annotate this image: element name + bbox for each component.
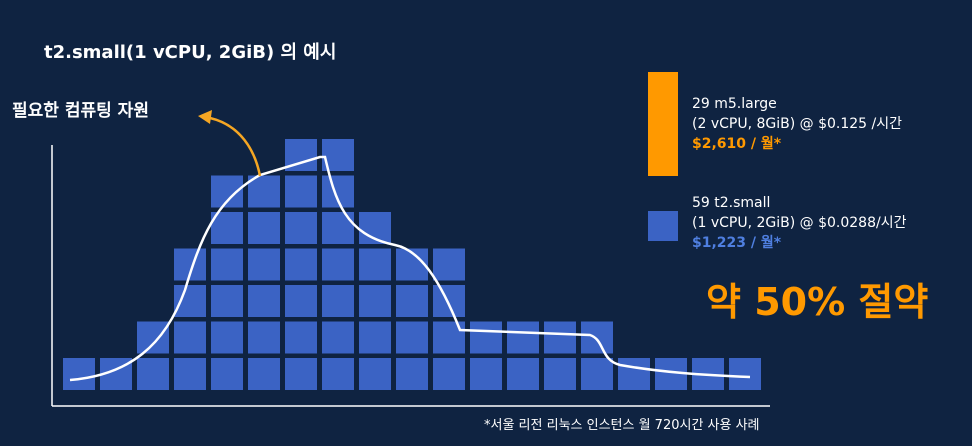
instance-block bbox=[174, 358, 206, 390]
instance-block bbox=[174, 285, 206, 317]
label-arrow bbox=[209, 116, 262, 177]
arrow-head bbox=[198, 110, 212, 124]
instance-block bbox=[470, 321, 502, 354]
legend-line: (1 vCPU, 2GiB) @ $0.0288/시간 bbox=[692, 215, 907, 231]
instance-block bbox=[211, 248, 243, 281]
savings: 약 50% 절약 bbox=[706, 280, 928, 324]
instance-block bbox=[544, 358, 576, 390]
instance-block bbox=[63, 358, 95, 390]
instance-block bbox=[248, 285, 280, 317]
m5-legend-swatch bbox=[648, 72, 678, 176]
instance-block bbox=[211, 212, 243, 244]
instance-block bbox=[433, 285, 465, 317]
instance-block bbox=[618, 358, 650, 390]
legend-line: 59 t2.small bbox=[692, 195, 770, 211]
instance-block bbox=[396, 358, 428, 390]
instance-block bbox=[285, 321, 317, 354]
legend-price: $2,610 / 월* bbox=[692, 135, 782, 152]
instance-block bbox=[322, 248, 354, 281]
instance-block bbox=[137, 358, 169, 390]
legend-line: 29 m5.large bbox=[692, 96, 777, 112]
instance-block bbox=[248, 358, 280, 390]
instance-block bbox=[285, 358, 317, 390]
instance-block bbox=[581, 358, 613, 390]
instance-block bbox=[285, 248, 317, 281]
instance-block bbox=[581, 321, 613, 354]
instance-block bbox=[211, 321, 243, 354]
instance-block bbox=[248, 248, 280, 281]
instance-block bbox=[433, 321, 465, 354]
instance-block bbox=[729, 358, 761, 390]
instance-block bbox=[211, 285, 243, 317]
legend-line: (2 vCPU, 8GiB) @ $0.125 /시간 bbox=[692, 116, 902, 132]
instance-block bbox=[248, 175, 280, 208]
instance-block bbox=[137, 321, 169, 354]
instance-block bbox=[211, 358, 243, 390]
blocks bbox=[63, 139, 761, 390]
instance-block bbox=[359, 248, 391, 281]
instance-block bbox=[359, 285, 391, 317]
instance-block bbox=[322, 212, 354, 244]
instance-block bbox=[285, 285, 317, 317]
instance-block bbox=[470, 358, 502, 390]
instance-block bbox=[285, 212, 317, 244]
instance-block bbox=[544, 321, 576, 354]
instance-block bbox=[507, 321, 539, 354]
instance-block bbox=[322, 285, 354, 317]
instance-block bbox=[433, 248, 465, 281]
instance-block bbox=[359, 358, 391, 390]
curve-label: 필요한 컴퓨팅 자원 bbox=[12, 100, 149, 121]
instance-block bbox=[248, 321, 280, 354]
instance-block bbox=[396, 285, 428, 317]
t2-legend-swatch bbox=[648, 211, 678, 241]
instance-block bbox=[322, 358, 354, 390]
legend-price: $1,223 / 월* bbox=[692, 234, 782, 251]
instance-block bbox=[322, 321, 354, 354]
demand-curve bbox=[69, 155, 751, 382]
instance-block bbox=[174, 321, 206, 354]
instance-block bbox=[507, 358, 539, 390]
title: t2.small(1 vCPU, 2GiB) 의 예시 bbox=[44, 42, 336, 63]
instance-block bbox=[396, 321, 428, 354]
footnote: *서울 리전 리눅스 인스턴스 월 720시간 사용 사례 bbox=[484, 418, 760, 433]
instance-block bbox=[433, 358, 465, 390]
instance-block bbox=[359, 321, 391, 354]
instance-block bbox=[285, 175, 317, 208]
instance-block bbox=[248, 212, 280, 244]
